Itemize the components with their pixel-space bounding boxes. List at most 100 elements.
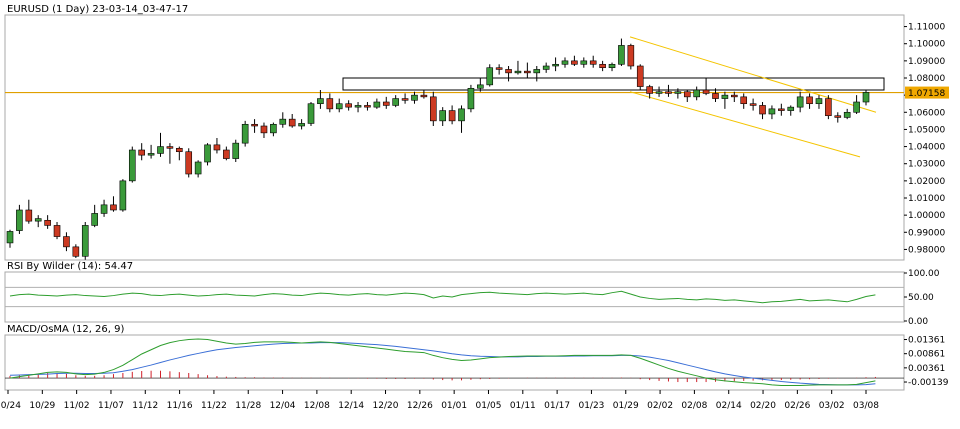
date-tick-label: 01/05 xyxy=(476,401,502,411)
candle-body xyxy=(778,108,785,111)
candle-body xyxy=(232,142,240,159)
date-tick-label: 02/20 xyxy=(750,401,776,411)
candle-body xyxy=(477,84,484,89)
date-tick-label: 12/14 xyxy=(338,401,364,411)
candle-body xyxy=(25,209,33,222)
price-tick-label: 1.10000 xyxy=(908,40,945,50)
date-tick-label: 10/29 xyxy=(29,401,55,411)
candle-body xyxy=(81,225,89,257)
date-tick-label: 12/08 xyxy=(304,401,330,411)
price-tick-label: 1.06000 xyxy=(908,108,945,118)
macd-tick-label: -0.00139 xyxy=(908,378,949,388)
candle-body xyxy=(552,63,559,67)
candle-body xyxy=(646,86,653,94)
candlestick-series xyxy=(6,38,870,260)
candle-body xyxy=(768,108,776,115)
candle-body xyxy=(6,231,14,244)
rsi-tick-label: 50.00 xyxy=(908,293,934,303)
candle-body xyxy=(185,151,193,175)
candle-body xyxy=(335,103,343,110)
candle-body xyxy=(420,94,428,98)
resistance-zone-box xyxy=(342,77,885,91)
candle-body xyxy=(533,69,541,74)
candle-body xyxy=(307,103,315,124)
candle-body xyxy=(815,98,823,105)
candle-body xyxy=(401,98,409,101)
price-tick-label: 1.09000 xyxy=(908,57,945,67)
price-tick-label: 1.04000 xyxy=(908,143,945,153)
rsi-line xyxy=(9,290,876,304)
rsi-series xyxy=(9,290,876,304)
candle-body xyxy=(213,144,221,151)
last-price-label: 1.07158 xyxy=(908,89,945,99)
candle-body xyxy=(665,91,672,94)
candle-body xyxy=(270,123,277,134)
date-tick-label: 11/22 xyxy=(201,401,227,411)
candle-body xyxy=(505,69,512,74)
candle-body xyxy=(241,123,249,144)
candle-body xyxy=(373,101,381,108)
candle-body xyxy=(693,89,700,98)
price-tick-label: 1.03000 xyxy=(908,160,945,170)
candle-body xyxy=(524,70,531,74)
channel-lower-line xyxy=(629,91,861,158)
candle-body xyxy=(157,146,164,154)
date-tick-label: 02/14 xyxy=(716,401,742,411)
candle-body xyxy=(514,70,522,74)
candle-body xyxy=(561,60,569,65)
macd-panel xyxy=(4,334,905,391)
candle-body xyxy=(843,111,851,118)
candle-body xyxy=(298,123,305,127)
candle-body xyxy=(495,67,503,70)
rsi-levels xyxy=(5,286,904,308)
last-price-tag-bg xyxy=(905,86,949,99)
candle-body xyxy=(721,94,729,99)
candle-body xyxy=(194,161,202,175)
candle-body xyxy=(618,45,625,65)
macd-tick-label: 0.00861 xyxy=(908,350,945,360)
candle-body xyxy=(571,60,578,65)
date-tick-label: 10/24 xyxy=(0,401,21,411)
candle-body xyxy=(796,96,804,108)
candle-body xyxy=(288,118,296,127)
candle-body xyxy=(91,213,98,226)
macd-line xyxy=(9,338,876,386)
candle-body xyxy=(731,94,738,98)
macd-tick-label: 0.00361 xyxy=(908,364,945,374)
candle-body xyxy=(429,96,437,122)
rsi-panel xyxy=(4,271,905,323)
macd-series xyxy=(9,338,876,386)
candle-body xyxy=(147,153,155,156)
date-tick-label: 11/12 xyxy=(132,401,158,411)
date-tick-label: 03/02 xyxy=(819,401,845,411)
candle-body xyxy=(326,98,334,110)
price-tick-label: 1.02000 xyxy=(908,177,945,187)
candle-body xyxy=(439,110,447,122)
date-tick-label: 11/16 xyxy=(167,401,193,411)
date-tick-label: 01/29 xyxy=(613,401,639,411)
candle-body xyxy=(749,103,757,106)
rsi-tick-label: 0.00 xyxy=(908,317,928,327)
price-tick-label: 1.00000 xyxy=(908,211,945,221)
rsi-tick-label: 100.00 xyxy=(908,269,940,279)
date-tick-label: 11/28 xyxy=(235,401,261,411)
date-tick-label: 11/07 xyxy=(98,401,124,411)
candle-body xyxy=(834,115,842,118)
candle-body xyxy=(382,101,390,106)
candle-body xyxy=(251,123,258,127)
date-tick-label: 11/02 xyxy=(64,401,90,411)
candle-body xyxy=(53,225,61,237)
price-overlays xyxy=(5,36,904,158)
price-tick-label: 1.01000 xyxy=(908,194,945,204)
osma-histogram xyxy=(9,370,876,383)
price-tick-label: 0.98000 xyxy=(908,245,945,255)
macd-tick-label: 0.01361 xyxy=(908,336,945,346)
candle-body xyxy=(608,63,616,69)
candle-body xyxy=(740,96,748,105)
date-tick-label: 02/02 xyxy=(647,401,673,411)
candle-body xyxy=(16,209,23,231)
candle-body xyxy=(580,60,588,65)
candle-body xyxy=(853,101,860,113)
date-tick-label: 12/04 xyxy=(270,401,296,411)
